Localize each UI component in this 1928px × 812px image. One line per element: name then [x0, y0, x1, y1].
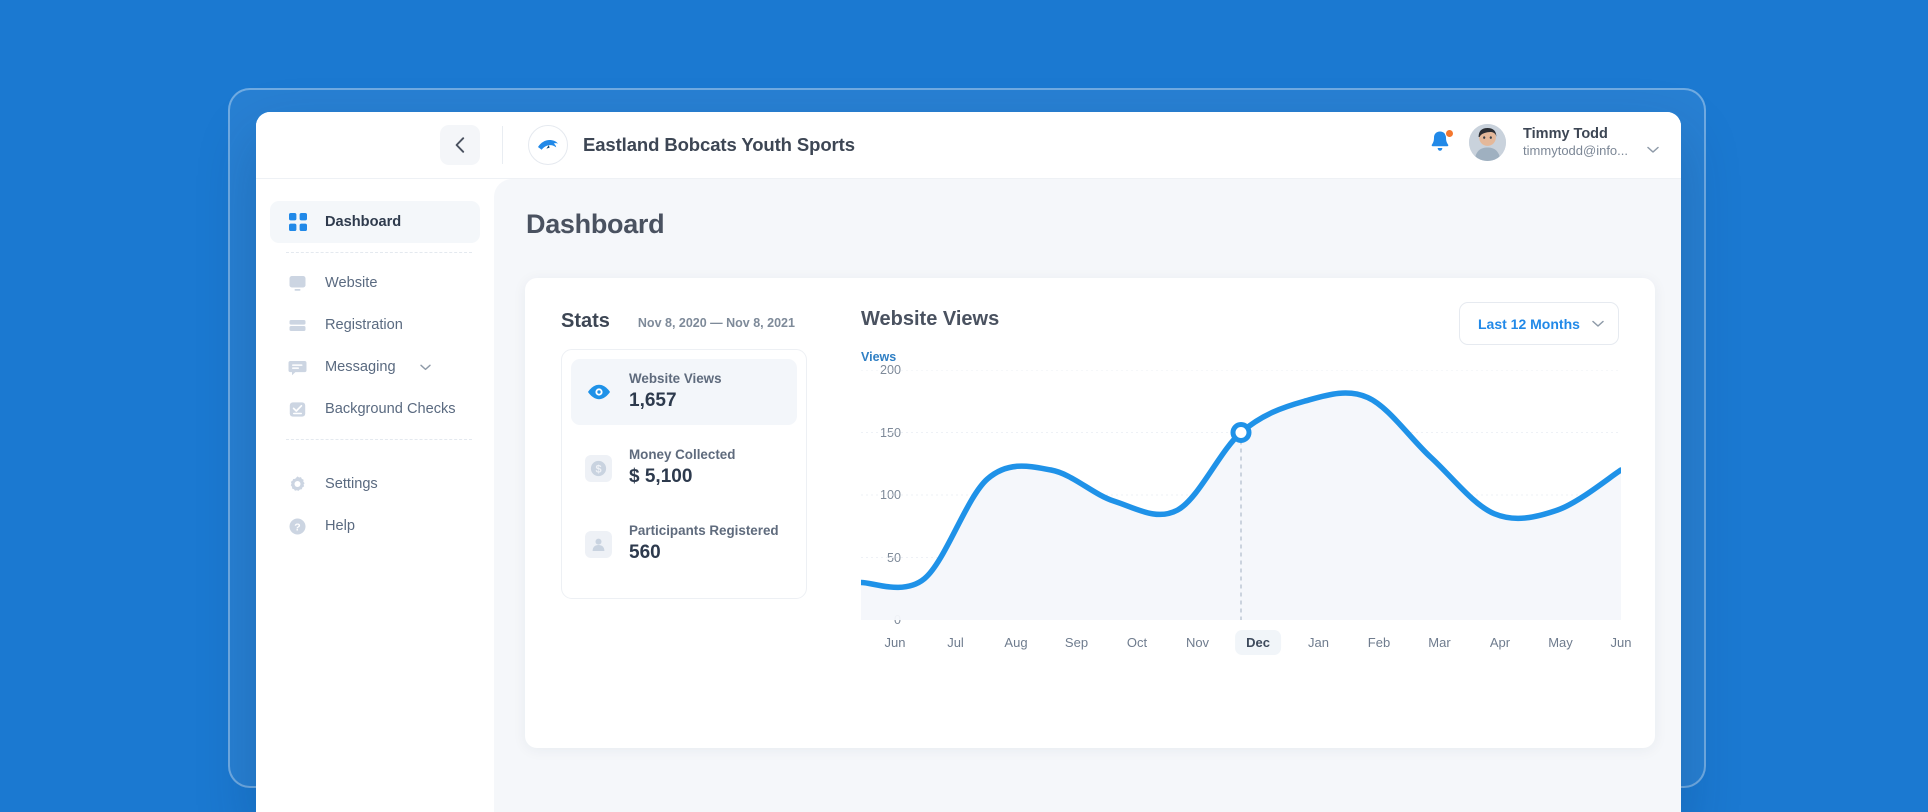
top-bar: Eastland Bobcats Youth Sports — [256, 112, 1681, 179]
stat-text-group: Participants Registered 560 — [629, 522, 779, 566]
chevron-down-icon[interactable] — [420, 364, 431, 371]
chevron-down-icon — [1647, 146, 1659, 154]
sidebar-item-registration[interactable]: Registration — [270, 304, 480, 346]
dollar-icon: $ — [585, 455, 612, 482]
sidebar-item-label: Registration — [325, 317, 403, 333]
app-window: Eastland Bobcats Youth Sports — [256, 112, 1681, 812]
monitor-icon — [288, 274, 307, 293]
stat-row-website-views[interactable]: Website Views 1,657 — [571, 359, 797, 425]
topbar-right-group: Timmy Todd timmytodd@info... — [1430, 124, 1659, 161]
stat-label: Participants Registered — [629, 523, 779, 538]
stat-label: Website Views — [629, 371, 722, 386]
user-menu-button[interactable] — [1647, 127, 1659, 159]
svg-text:?: ? — [294, 521, 300, 533]
notifications-button[interactable] — [1430, 130, 1452, 156]
chart-plot-area — [861, 370, 1621, 620]
bobcat-logo-icon — [536, 136, 560, 154]
chart-x-tick[interactable]: Jul — [936, 630, 975, 655]
user-avatar-icon — [1469, 124, 1506, 161]
grid-icon — [288, 213, 307, 232]
stat-value: 1,657 — [629, 390, 677, 411]
notification-badge — [1445, 129, 1454, 138]
eye-icon — [585, 379, 612, 406]
chart-x-tick[interactable]: Oct — [1116, 630, 1158, 655]
screen-background: Eastland Bobcats Youth Sports — [0, 0, 1928, 632]
organization-header[interactable]: Eastland Bobcats Youth Sports — [528, 125, 855, 165]
chart-x-tick[interactable]: May — [1537, 630, 1584, 655]
chart-x-tick[interactable]: Mar — [1417, 630, 1461, 655]
chart-x-tick[interactable]: Nov — [1175, 630, 1220, 655]
chart-x-tick[interactable]: Jun — [1600, 630, 1643, 655]
sidebar-spacer — [256, 449, 494, 463]
org-name: Eastland Bobcats Youth Sports — [583, 134, 855, 156]
line-chart — [861, 370, 1621, 620]
range-select-value: Last 12 Months — [1478, 316, 1580, 332]
sidebar-item-label: Settings — [325, 476, 378, 492]
stat-row-money-collected[interactable]: $ Money Collected $ 5,100 — [571, 435, 797, 501]
sidebar-divider-bottom — [286, 439, 472, 440]
stat-row-participants-registered[interactable]: Participants Registered 560 — [571, 511, 797, 577]
chevron-left-icon — [455, 137, 465, 153]
chart-x-tick[interactable]: Jan — [1297, 630, 1340, 655]
sidebar-item-background-checks[interactable]: Background Checks — [270, 388, 480, 430]
chart-x-tick[interactable]: Aug — [993, 630, 1038, 655]
gear-icon — [288, 475, 307, 494]
back-button[interactable] — [440, 125, 480, 165]
stat-value: $ 5,100 — [629, 466, 692, 487]
chart-x-tick[interactable]: Sep — [1054, 630, 1099, 655]
user-name: Timmy Todd — [1523, 125, 1628, 143]
chart-x-tick[interactable]: Dec — [1235, 630, 1281, 655]
chart-x-tick[interactable]: Jun — [874, 630, 917, 655]
sidebar: Dashboard Website — [256, 179, 494, 812]
sidebar-item-label: Dashboard — [325, 214, 401, 230]
stat-text-group: Website Views 1,657 — [629, 370, 722, 414]
main-content: Dashboard Stats Nov 8, 2020 — Nov 8, 202… — [494, 179, 1681, 812]
sidebar-item-label: Messaging — [325, 359, 396, 375]
stat-label: Money Collected — [629, 447, 735, 462]
page-title: Dashboard — [526, 209, 664, 240]
sidebar-item-label: Help — [325, 518, 355, 534]
chart-title: Website Views — [861, 308, 999, 331]
sidebar-item-website[interactable]: Website — [270, 262, 480, 304]
chat-icon — [288, 358, 307, 377]
topbar-divider — [502, 126, 503, 164]
svg-text:$: $ — [595, 463, 601, 475]
check-shield-icon — [288, 400, 307, 419]
stats-card: Website Views 1,657 $ Money Collec — [561, 349, 807, 599]
dashboard-panel: Stats Nov 8, 2020 — Nov 8, 2021 — [525, 278, 1655, 748]
sidebar-item-settings[interactable]: Settings — [270, 463, 480, 505]
sidebar-item-label: Website — [325, 275, 377, 291]
sidebar-divider — [286, 252, 472, 253]
sidebar-item-messaging[interactable]: Messaging — [270, 346, 480, 388]
stats-title: Stats — [561, 310, 610, 333]
range-select[interactable]: Last 12 Months — [1459, 302, 1619, 345]
org-logo — [528, 125, 568, 165]
chart-y-axis-title: Views — [861, 350, 896, 364]
user-email: timmytodd@info... — [1523, 143, 1628, 159]
avatar[interactable] — [1469, 124, 1506, 161]
chart-x-tick[interactable]: Feb — [1357, 630, 1401, 655]
chevron-down-icon — [1592, 320, 1604, 328]
user-info[interactable]: Timmy Todd timmytodd@info... — [1523, 125, 1628, 159]
chart-data-point[interactable] — [1233, 425, 1249, 441]
sidebar-item-dashboard[interactable]: Dashboard — [270, 201, 480, 243]
sidebar-item-label: Background Checks — [325, 401, 456, 417]
stats-header: Stats Nov 8, 2020 — Nov 8, 2021 — [561, 310, 795, 333]
person-icon — [585, 531, 612, 558]
card-icon — [288, 316, 307, 335]
stats-date-range: Nov 8, 2020 — Nov 8, 2021 — [638, 316, 795, 330]
chart-x-tick[interactable]: Apr — [1479, 630, 1521, 655]
sidebar-item-help[interactable]: ? Help — [270, 505, 480, 547]
question-icon: ? — [288, 517, 307, 536]
stat-text-group: Money Collected $ 5,100 — [629, 446, 735, 490]
stat-value: 560 — [629, 542, 661, 563]
